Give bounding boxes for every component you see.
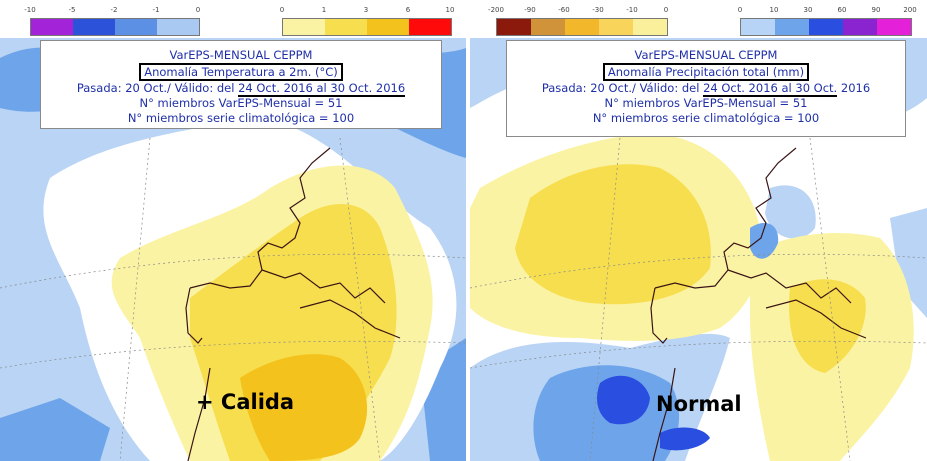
validity-period-dates: 24 Oct. 2016 al 30 Oct. 2016 [238, 81, 406, 97]
validity-period: Pasada: 20 Oct./ Válido: del 24 Oct. 201… [41, 81, 441, 97]
validity-period-prefix: Pasada: 20 Oct./ Válido: del [541, 81, 700, 95]
legend-tick-label: 0 [737, 6, 743, 14]
legend-tick-label: 90 [871, 6, 881, 14]
legend-tick-label: -5 [68, 6, 76, 14]
precipitation-legend: -200 -90 -60 -30 -10 0 0 10 30 60 90 200 [470, 6, 927, 36]
legend-tick-label: -90 [524, 6, 536, 14]
precipitation-legend-wet-bar [740, 18, 912, 36]
climatology-members: N° miembros serie climatológica = 100 [127, 111, 355, 125]
temperature-verdict-label: + Calida [196, 390, 295, 414]
climatology-members: N° miembros serie climatológica = 100 [592, 111, 820, 125]
legend-tick-label: 10 [445, 6, 455, 14]
variable-title: Anomalía Temperatura a 2m. (°C) [139, 63, 343, 81]
legend-tick-label: 3 [363, 6, 369, 14]
legend-swatch [531, 19, 565, 35]
legend-tick-label: -2 [110, 6, 118, 14]
legend-swatch [283, 19, 325, 35]
product-title: VarEPS-MENSUAL CEPPM [634, 48, 778, 62]
moderate-wet-anomaly-region [533, 223, 779, 461]
panel-divider [466, 0, 470, 461]
legend-swatch [157, 19, 199, 35]
legend-tick-label: -10 [24, 6, 36, 14]
legend-swatch [367, 19, 409, 35]
legend-tick-label: 200 [903, 6, 917, 14]
legend-tick-label: 0 [279, 6, 285, 14]
legend-tick-label: -60 [558, 6, 570, 14]
legend-swatch [843, 19, 877, 35]
legend-tick-label: 10 [769, 6, 779, 14]
coastline [650, 147, 867, 461]
temperature-info-box: VarEPS-MENSUAL CEPPM Anomalía Temperatur… [40, 40, 442, 129]
legend-tick-label: -1 [152, 6, 160, 14]
legend-swatch [409, 19, 451, 35]
variable-title: Anomalía Precipitación total (mm) [602, 63, 810, 81]
moderate-dry-anomaly-region [515, 164, 866, 373]
legend-swatch [73, 19, 115, 35]
legend-tick-label: 1 [321, 6, 327, 14]
legend-tick-label: 0 [663, 6, 669, 14]
precipitation-anomaly-map-panel: -200 -90 -60 -30 -10 0 0 10 30 60 90 200… [470, 0, 927, 461]
coastline [185, 147, 401, 461]
legend-tick-label: -200 [488, 6, 504, 14]
legend-tick-label: -30 [592, 6, 604, 14]
legend-tick-label: 0 [195, 6, 201, 14]
validity-period-dates: 24 Oct. 2016 al 30 Oct. [703, 81, 838, 97]
validity-period-suffix: 2016 [840, 81, 871, 95]
legend-swatch [775, 19, 809, 35]
legend-swatch [565, 19, 599, 35]
legend-tick-label: 6 [405, 6, 411, 14]
legend-swatch [809, 19, 843, 35]
legend-swatch [497, 19, 531, 35]
legend-swatch [115, 19, 157, 35]
precipitation-info-box: VarEPS-MENSUAL CEPPM Anomalía Precipitac… [506, 40, 906, 137]
strong-wet-anomaly-region [597, 375, 710, 451]
legend-tick-label: -10 [626, 6, 638, 14]
legend-swatch [877, 19, 911, 35]
wet-anomaly-region [470, 38, 927, 461]
ensemble-members: N° miembros VarEPS-Mensual = 51 [604, 96, 808, 110]
ensemble-members: N° miembros VarEPS-Mensual = 51 [139, 96, 343, 110]
temperature-legend-cool-bar [30, 18, 200, 36]
temperature-anomaly-map-panel: -10 -5 -2 -1 0 0 1 3 6 10 VarEPS-MENSUAL… [0, 6, 466, 461]
hot-anomaly-region [240, 354, 368, 461]
legend-swatch [599, 19, 633, 35]
validity-period: Pasada: 20 Oct./ Válido: del 24 Oct. 201… [507, 81, 905, 97]
product-title: VarEPS-MENSUAL CEPPM [169, 48, 313, 62]
temperature-legend-warm-bar [282, 18, 452, 36]
legend-swatch [31, 19, 73, 35]
precipitation-legend-dry-bar [496, 18, 668, 36]
legend-tick-label: 30 [803, 6, 813, 14]
legend-swatch [633, 19, 667, 35]
legend-swatch [741, 19, 775, 35]
precipitation-verdict-label: Normal [656, 392, 742, 416]
legend-tick-label: 60 [837, 6, 847, 14]
validity-period-prefix: Pasada: 20 Oct./ Válido: del [76, 81, 235, 95]
legend-swatch [325, 19, 367, 35]
temperature-legend: -10 -5 -2 -1 0 0 1 3 6 10 [0, 6, 466, 36]
